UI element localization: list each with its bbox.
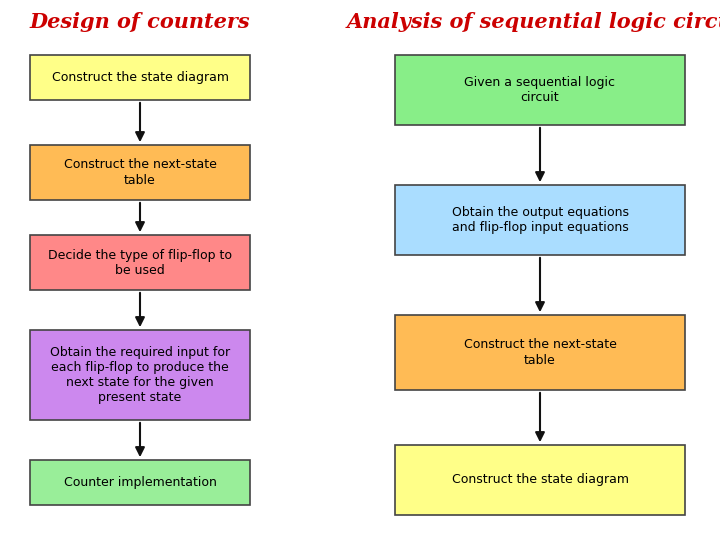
FancyBboxPatch shape (395, 55, 685, 125)
Text: Design of counters: Design of counters (30, 12, 251, 32)
Text: Construct the next-state
table: Construct the next-state table (464, 339, 616, 367)
FancyBboxPatch shape (30, 330, 250, 420)
Text: Construct the state diagram: Construct the state diagram (451, 474, 629, 487)
Text: Analysis of sequential logic circuits: Analysis of sequential logic circuits (347, 12, 720, 32)
FancyBboxPatch shape (30, 235, 250, 290)
FancyBboxPatch shape (30, 145, 250, 200)
Text: Construct the state diagram: Construct the state diagram (52, 71, 228, 84)
Text: Given a sequential logic
circuit: Given a sequential logic circuit (464, 76, 616, 104)
Text: Decide the type of flip-flop to
be used: Decide the type of flip-flop to be used (48, 248, 232, 276)
Text: Obtain the output equations
and flip-flop input equations: Obtain the output equations and flip-flo… (451, 206, 629, 234)
FancyBboxPatch shape (395, 315, 685, 390)
FancyBboxPatch shape (395, 445, 685, 515)
FancyBboxPatch shape (395, 185, 685, 255)
FancyBboxPatch shape (30, 55, 250, 100)
Text: Counter implementation: Counter implementation (63, 476, 217, 489)
Text: Obtain the required input for
each flip-flop to produce the
next state for the g: Obtain the required input for each flip-… (50, 346, 230, 404)
FancyBboxPatch shape (30, 460, 250, 505)
Text: Construct the next-state
table: Construct the next-state table (63, 159, 217, 186)
